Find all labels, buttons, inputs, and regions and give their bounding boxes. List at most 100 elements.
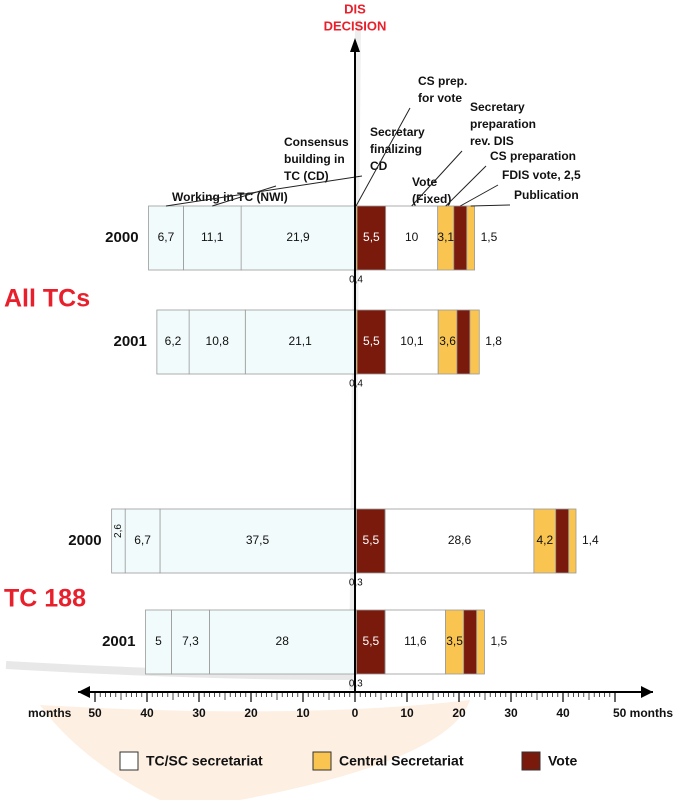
leader-line: [212, 185, 277, 207]
stage-label: Publication: [514, 188, 579, 202]
year-label: 2001: [102, 633, 135, 650]
bar-segment: [171, 609, 210, 675]
legend-label: Central Secretariat: [339, 753, 464, 769]
bar-segment: [463, 609, 478, 675]
value-label: 1,5: [481, 230, 498, 244]
stage-label: CS prep.: [418, 74, 467, 88]
value-label: 4,2: [536, 533, 553, 547]
value-label: 21,1: [288, 334, 312, 348]
x-tick-label: 10: [400, 706, 414, 720]
value-label: 10: [405, 230, 419, 244]
leader-line: [470, 204, 511, 207]
value-label: 0,4: [349, 379, 363, 390]
legend-label: Vote: [548, 753, 578, 769]
value-label: 3,6: [439, 334, 456, 348]
bar-segment: [356, 609, 386, 675]
bar-segment: [240, 205, 356, 271]
legend-swatch: [312, 751, 332, 771]
value-label: 3,5: [446, 634, 463, 648]
x-tick-label: 40: [556, 706, 570, 720]
x-tick-label: 40: [140, 706, 154, 720]
stage-label: Secretary: [470, 100, 525, 114]
value-label: 1,5: [490, 634, 507, 648]
stage-label: (Fixed): [412, 192, 451, 206]
value-label: 5,5: [363, 533, 380, 547]
bar-segment: [356, 309, 387, 375]
stage-label: CD: [370, 159, 388, 173]
bar-segment: [208, 609, 356, 675]
bar-segment: [453, 205, 468, 271]
dis-decision-label: DECISION: [324, 18, 387, 33]
x-tick-label: 30: [192, 706, 206, 720]
stage-label: finalizing: [370, 142, 422, 156]
stage-label: for vote: [418, 91, 462, 105]
value-label: 28,6: [448, 533, 472, 547]
value-label: 5,5: [363, 334, 380, 348]
boat-hull-decoration: [40, 700, 470, 800]
legend-label: TC/SC secretariat: [146, 753, 263, 769]
bar-segment: [385, 309, 439, 375]
value-label: 5: [155, 634, 162, 648]
stage-label: FDIS vote, 2,5: [502, 168, 581, 182]
year-label: 2000: [105, 229, 138, 246]
bar-segment: [456, 309, 471, 375]
stage-label: CS preparation: [490, 149, 576, 163]
x-tick-label: 20: [244, 706, 258, 720]
value-label: 6,2: [165, 334, 182, 348]
bar-segment: [156, 309, 190, 375]
leader-line: [411, 150, 463, 207]
value-label: 1,4: [582, 533, 599, 547]
stage-label: Vote: [412, 175, 437, 189]
dis-arrow: [350, 38, 360, 52]
bar-segment: [384, 609, 446, 675]
year-label: 2000: [68, 532, 101, 549]
value-label: 3,1: [437, 230, 454, 244]
bar-segment: [182, 205, 242, 271]
leader-line: [165, 175, 363, 207]
x-tick-label: 10: [296, 706, 310, 720]
value-label: 10,8: [206, 334, 230, 348]
legend-swatch: [119, 751, 139, 771]
bar-segment: [384, 508, 535, 574]
stage-label: preparation: [470, 117, 536, 131]
bar-segment: [111, 508, 126, 574]
bar-segment: [124, 508, 161, 574]
value-label: 21,9: [286, 230, 310, 244]
value-label: 6,7: [158, 230, 175, 244]
value-label: 37,5: [246, 533, 270, 547]
value-label: 28: [276, 634, 290, 648]
value-label: 11,6: [404, 634, 427, 648]
bar-segment: [145, 609, 172, 675]
dis-decision-label: DIS: [344, 1, 366, 16]
axis-arrow-left: [78, 686, 90, 698]
stage-label: Consensus: [284, 135, 349, 149]
bar-segment: [568, 508, 577, 574]
bar-segment: [466, 205, 475, 271]
x-tick-label: 30: [504, 706, 518, 720]
bar-segment: [476, 609, 485, 675]
value-label: 5,5: [363, 634, 380, 648]
bar-segment: [188, 309, 246, 375]
bar-segment: [469, 309, 480, 375]
value-label: 5,5: [363, 230, 380, 244]
bar-segment: [555, 508, 570, 574]
stage-label: TC (CD): [284, 169, 329, 183]
value-label: 7,3: [182, 634, 199, 648]
bar-segment: [159, 508, 356, 574]
leader-line: [460, 184, 499, 207]
bar-segment: [244, 309, 356, 375]
group-label: All TCs: [4, 285, 90, 313]
bar-segment: [148, 205, 184, 271]
bar-segment: [356, 508, 386, 574]
value-label: 1,8: [485, 334, 502, 348]
x-axis-label: months: [28, 706, 72, 720]
leader-line: [355, 107, 411, 207]
value-label: 2,6: [113, 524, 124, 538]
legend-swatch: [521, 751, 541, 771]
x-tick-label: 50: [88, 706, 102, 720]
leader-line: [445, 165, 487, 207]
axis-arrow-right: [641, 686, 653, 698]
value-label: 10,1: [400, 334, 424, 348]
stage-label: building in: [284, 152, 345, 166]
